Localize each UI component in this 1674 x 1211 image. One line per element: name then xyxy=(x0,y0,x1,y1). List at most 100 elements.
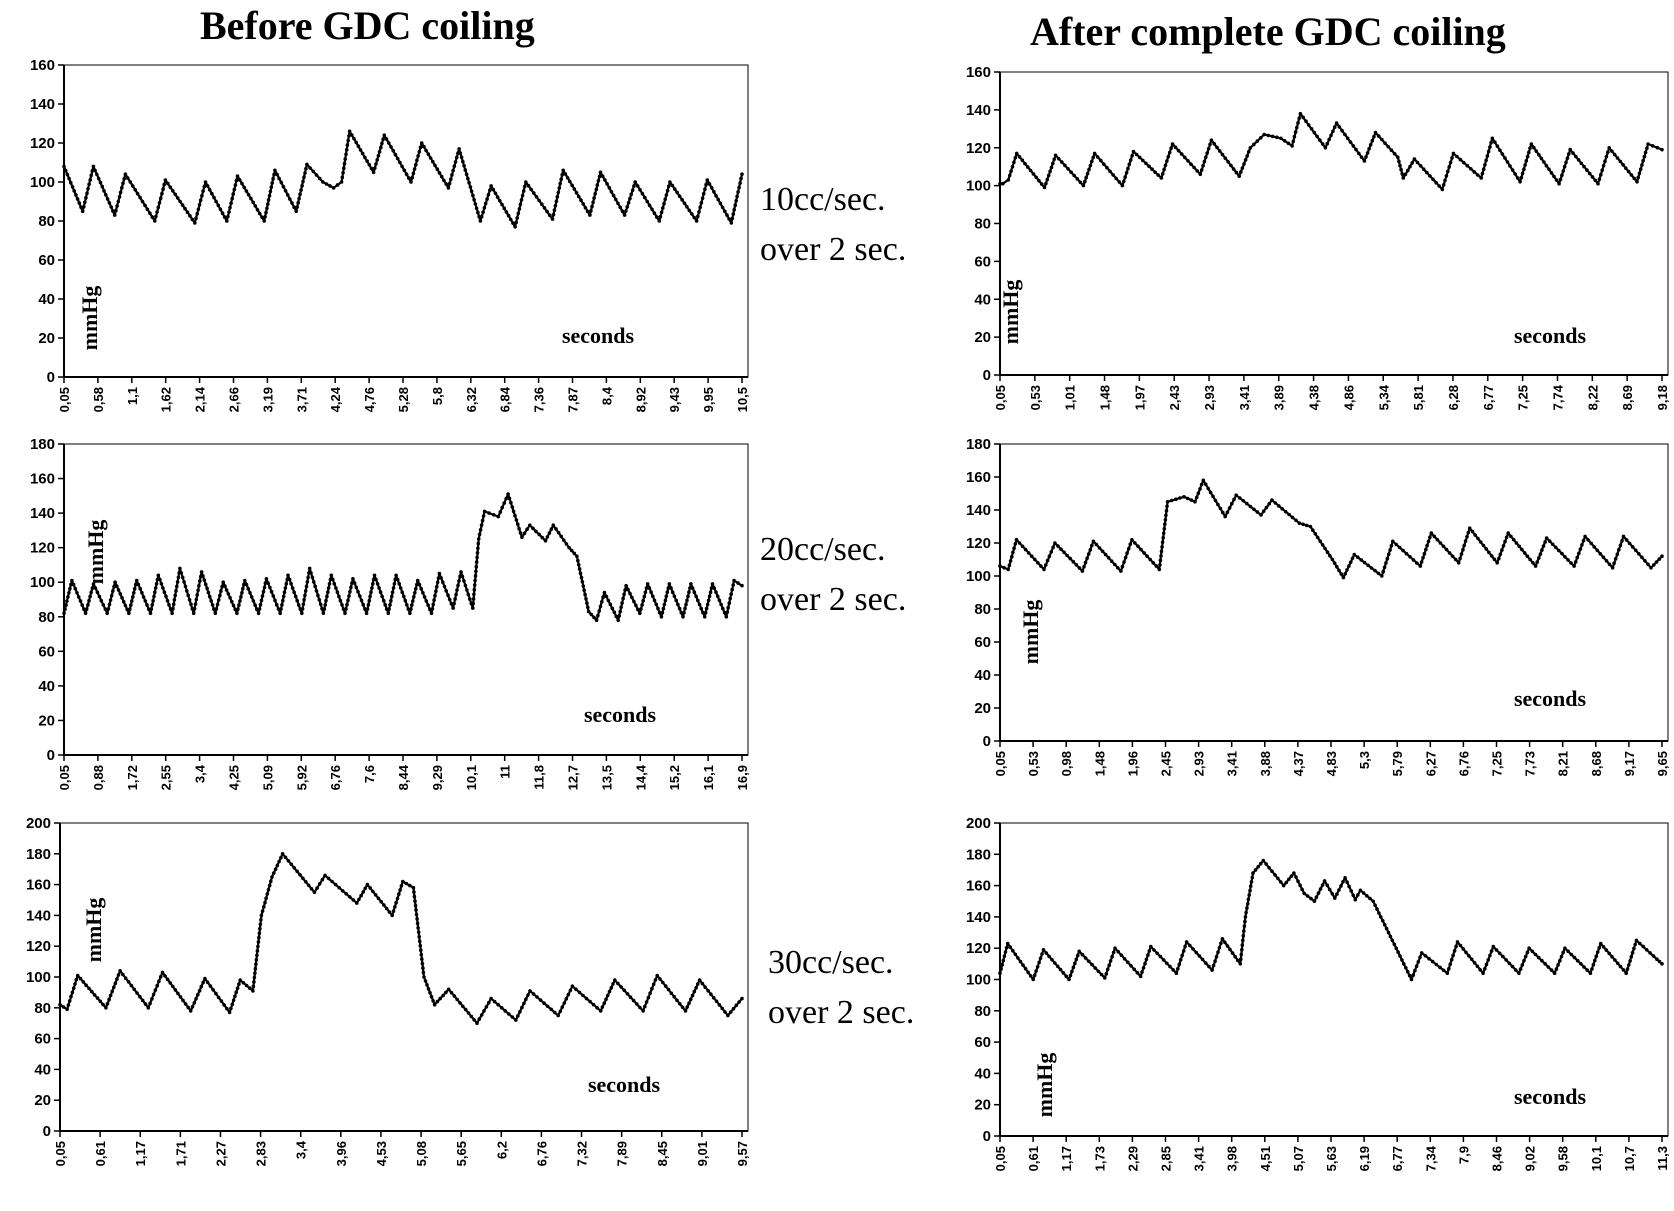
data-point xyxy=(151,598,155,603)
data-point xyxy=(1530,949,1535,954)
data-point xyxy=(1348,560,1353,565)
data-point xyxy=(1637,552,1641,556)
data-point xyxy=(129,983,134,988)
data-point xyxy=(143,1002,148,1006)
data-point xyxy=(1523,954,1528,959)
x-tick-label: 2,29 xyxy=(1125,1146,1140,1171)
data-point xyxy=(1618,964,1623,969)
data-point xyxy=(1158,558,1163,563)
data-point xyxy=(1373,903,1377,907)
data-point xyxy=(138,586,142,591)
data-point xyxy=(626,200,631,205)
data-point xyxy=(1550,542,1555,547)
data-point xyxy=(636,607,640,612)
data-point xyxy=(1071,559,1076,564)
data-point xyxy=(1381,569,1385,574)
x-tick-label: 9,17 xyxy=(1622,751,1637,776)
data-point xyxy=(1225,510,1230,515)
data-point xyxy=(632,184,636,188)
data-point xyxy=(508,217,513,222)
data-point xyxy=(1413,968,1417,973)
data-point xyxy=(1276,876,1280,881)
data-point xyxy=(1495,144,1500,148)
data-point xyxy=(237,603,241,607)
data-point xyxy=(476,537,481,541)
data-point xyxy=(619,985,623,989)
data-point xyxy=(1226,160,1230,164)
data-point xyxy=(390,594,394,599)
data-point xyxy=(1176,967,1180,971)
data-point xyxy=(399,884,404,888)
data-point xyxy=(643,195,647,200)
data-point xyxy=(1379,915,1383,919)
data-point xyxy=(1508,164,1512,168)
data-point xyxy=(1627,541,1632,546)
data-point xyxy=(416,154,420,158)
data-point xyxy=(1203,482,1208,487)
x-tick-label: 1,48 xyxy=(1092,751,1107,776)
data-point xyxy=(493,191,498,196)
data-point xyxy=(1275,135,1279,140)
data-point xyxy=(84,607,89,611)
data-point xyxy=(1560,551,1564,556)
data-point xyxy=(104,1006,108,1010)
data-point xyxy=(1252,507,1256,512)
data-point xyxy=(678,1002,682,1006)
data-point xyxy=(1341,880,1345,884)
data-point xyxy=(382,903,386,907)
data-point xyxy=(604,997,608,1002)
x-tick-label: 0,61 xyxy=(1026,1146,1041,1171)
data-point xyxy=(409,607,413,611)
data-point xyxy=(192,1001,197,1005)
data-point xyxy=(238,599,242,603)
data-point xyxy=(1504,535,1509,540)
data-point xyxy=(88,178,92,182)
data-point xyxy=(286,859,291,863)
data-point xyxy=(1552,174,1556,179)
data-point xyxy=(413,899,417,903)
data-point xyxy=(421,591,425,595)
data-point xyxy=(1435,537,1440,542)
data-point xyxy=(454,592,458,597)
data-point xyxy=(574,987,578,992)
data-point xyxy=(1443,178,1447,183)
data-point xyxy=(1607,951,1611,956)
data-point xyxy=(417,935,422,939)
data-point xyxy=(1535,560,1539,564)
data-point xyxy=(89,590,93,595)
data-point xyxy=(343,157,348,161)
data-point xyxy=(315,886,319,890)
data-point xyxy=(1638,167,1643,171)
data-point xyxy=(1159,554,1163,558)
data-point xyxy=(570,183,574,188)
data-point xyxy=(1394,542,1398,547)
y-tick-label: 160 xyxy=(26,877,51,894)
data-point xyxy=(333,882,338,887)
data-point xyxy=(150,215,155,219)
data-point xyxy=(1547,539,1552,543)
data-point xyxy=(1337,888,1341,892)
data-point xyxy=(153,988,158,992)
data-point xyxy=(1586,538,1590,542)
data-point xyxy=(614,614,618,619)
data-point xyxy=(1634,548,1638,553)
data-point xyxy=(577,567,582,571)
data-point xyxy=(1444,174,1449,178)
data-point xyxy=(1362,159,1367,163)
data-point xyxy=(1009,169,1013,173)
data-point xyxy=(393,577,398,582)
data-point xyxy=(1510,964,1515,969)
data-point xyxy=(1200,957,1205,962)
data-point xyxy=(1381,919,1385,923)
data-point xyxy=(1056,156,1061,161)
data-point xyxy=(1418,564,1423,568)
data-point xyxy=(1455,940,1460,944)
data-point xyxy=(338,598,343,603)
condition-duration: over 2 sec. xyxy=(760,581,907,618)
data-point xyxy=(1259,136,1263,140)
data-point xyxy=(1354,147,1358,152)
data-point xyxy=(1213,498,1218,503)
data-point xyxy=(586,605,590,610)
data-point xyxy=(391,586,396,590)
data-point xyxy=(597,174,602,179)
